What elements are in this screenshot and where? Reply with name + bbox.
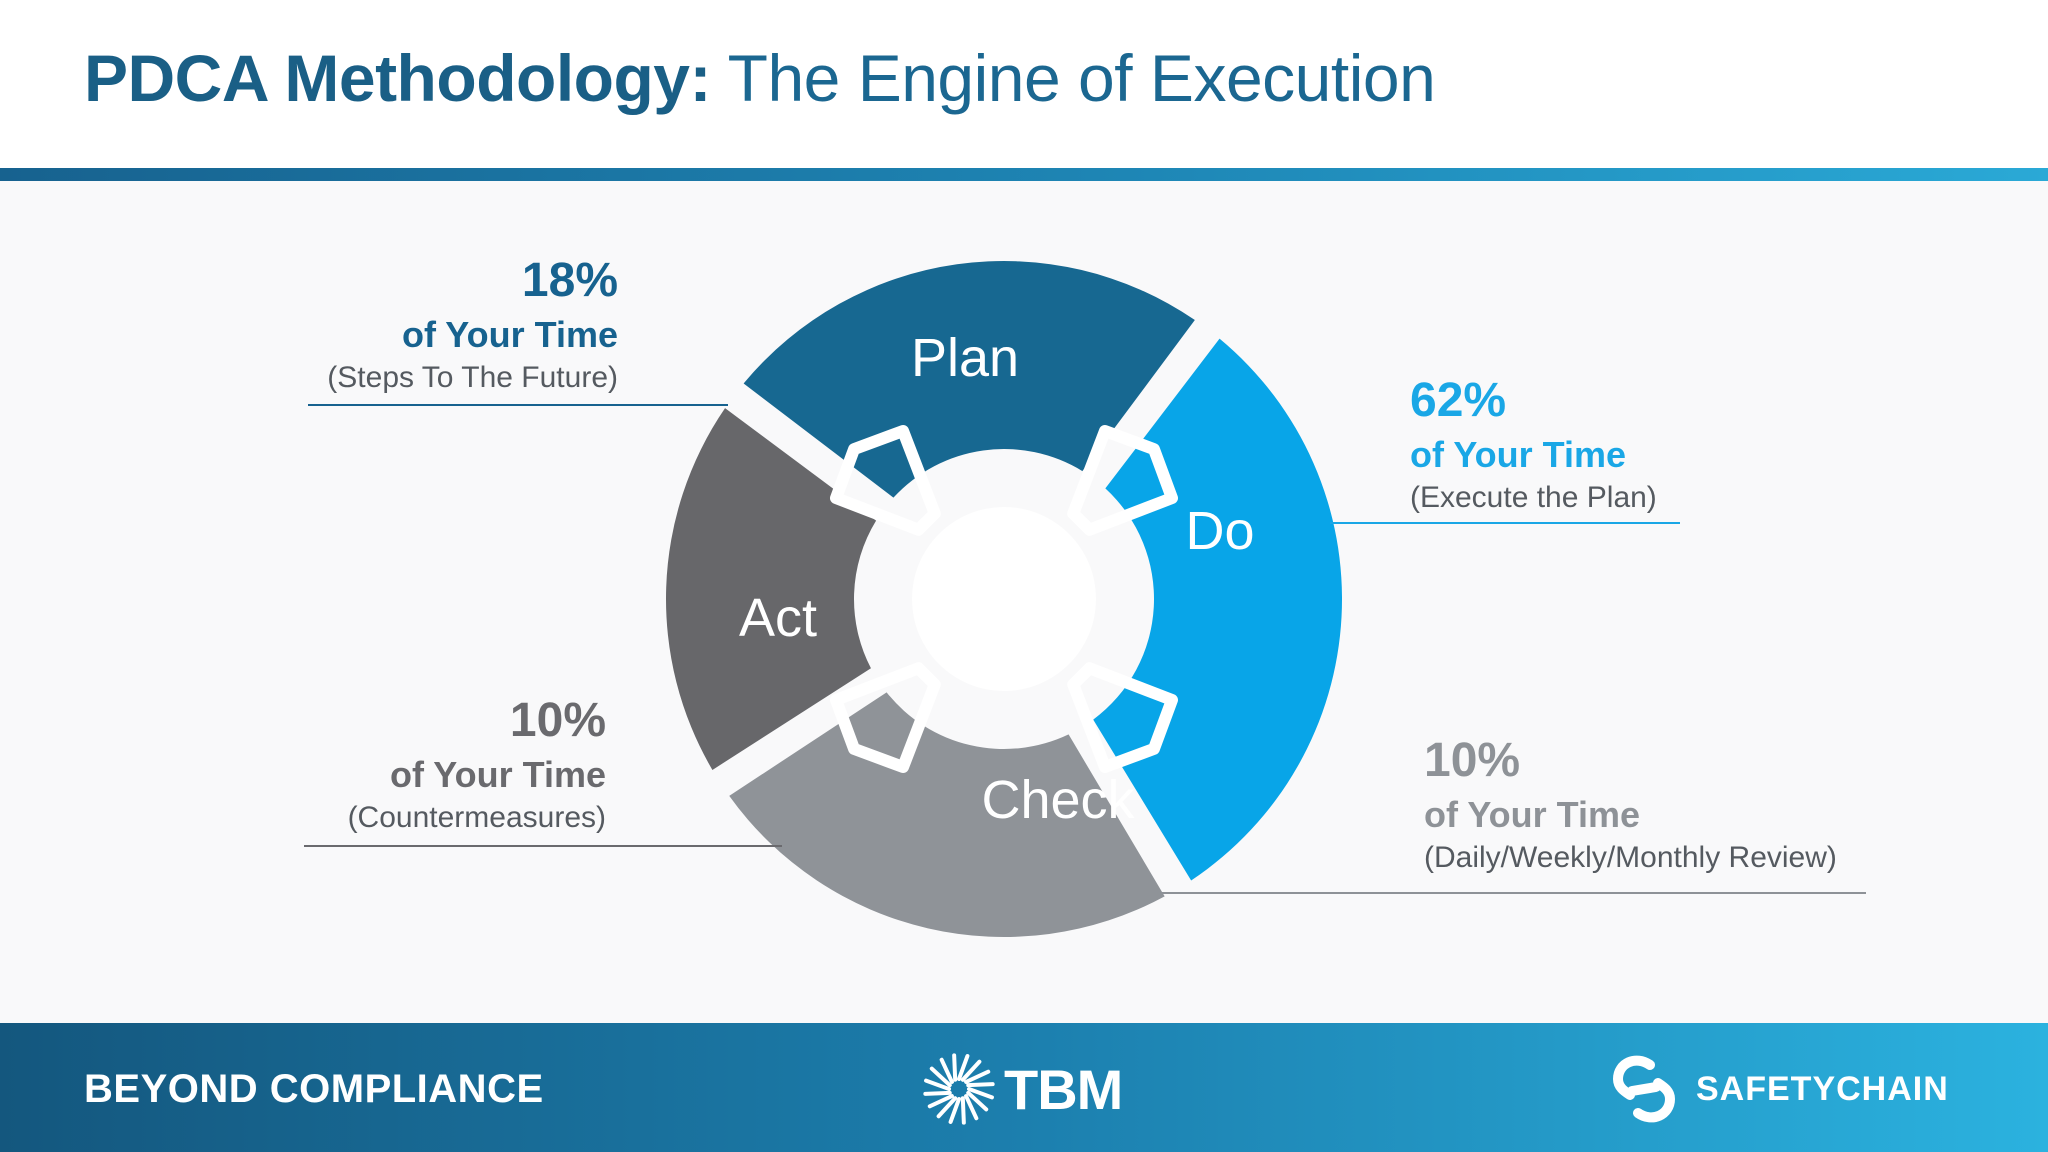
plan-note: (Steps To The Future) <box>327 361 618 394</box>
do-percent: 62% <box>1410 374 1507 427</box>
plan-your-time: of Your Time <box>401 314 618 355</box>
segment-plan <box>743 261 1195 498</box>
tbm-logo: TBM <box>922 1049 1123 1129</box>
do-leader-line <box>1330 522 1680 524</box>
page-title: PDCA Methodology: The Engine of Executio… <box>84 40 1436 116</box>
safetychain-logo-text: SAFETYCHAIN <box>1696 1069 1949 1108</box>
cycle-arrow-2 <box>1067 424 1179 536</box>
act-percent: 10% <box>509 694 606 747</box>
act-leader-line <box>304 845 782 847</box>
check-leader-line <box>1160 892 1866 894</box>
safetychain-link-icon <box>1612 1055 1676 1123</box>
check-your-time: of Your Time <box>1424 794 1641 835</box>
segment-label-do: Do <box>1185 501 1254 561</box>
callout-act: 10% of Your Time (Countermeasures) <box>348 697 606 833</box>
cycle-arrow-4 <box>829 662 941 774</box>
callout-do: 62% of Your Time (Execute the Plan) <box>1410 377 1657 513</box>
segment-label-act: Act <box>739 588 817 648</box>
callout-plan: 18% of Your Time (Steps To The Future) <box>327 257 618 393</box>
callout-check: 10% of Your Time (Daily/Weekly/Monthly R… <box>1424 737 1837 873</box>
wheel-hub <box>912 507 1096 691</box>
check-note: (Daily/Weekly/Monthly Review) <box>1424 841 1837 874</box>
footer-tagline: BEYOND COMPLIANCE <box>84 1067 544 1111</box>
pdca-wheel: Plan Do Check Act <box>665 261 1343 938</box>
act-your-time: of Your Time <box>389 754 606 795</box>
act-note: (Countermeasures) <box>347 801 606 834</box>
title-rule <box>0 168 2048 181</box>
plan-percent: 18% <box>521 254 618 307</box>
plan-leader-line <box>308 404 728 406</box>
segment-label-check: Check <box>981 770 1135 830</box>
do-your-time: of Your Time <box>1410 434 1627 475</box>
segment-label-plan: Plan <box>911 328 1019 388</box>
safetychain-logo: SAFETYCHAIN <box>1606 1049 1949 1129</box>
tbm-logo-text: TBM <box>1004 1057 1123 1121</box>
do-note: (Execute the Plan) <box>1410 481 1657 514</box>
footer-bar: BEYOND COMPLIANCE TBM SAFETYCHAIN <box>0 1023 2048 1152</box>
title-regular: The Engine of Execution <box>727 41 1436 115</box>
cycle-arrow-1 <box>829 424 941 536</box>
segment-act <box>665 408 877 770</box>
title-bold: PDCA Methodology: <box>84 41 711 115</box>
tbm-burst-icon <box>923 1053 995 1125</box>
main-panel: Plan Do Check Act 18% of Your Time (Steps T… <box>0 181 2048 1023</box>
cycle-arrow-3 <box>1067 662 1179 774</box>
segment-check <box>729 692 1165 938</box>
check-percent: 10% <box>1424 734 1521 787</box>
